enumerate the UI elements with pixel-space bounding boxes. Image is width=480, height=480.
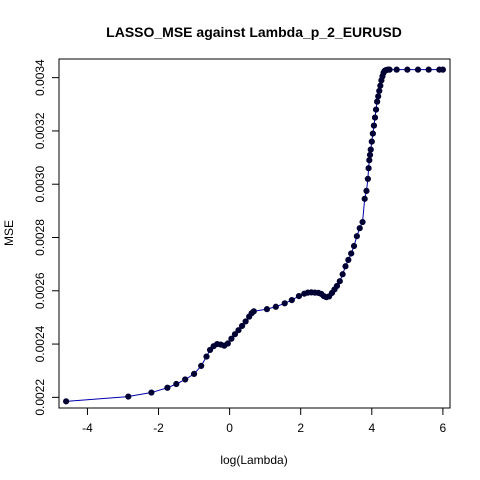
data-point: [342, 263, 349, 270]
data-point: [228, 335, 235, 342]
data-point: [288, 297, 295, 304]
data-point: [366, 157, 373, 164]
data-point: [439, 66, 446, 73]
chart-title: LASSO_MSE against Lambda_p_2_EURUSD: [106, 24, 402, 40]
data-point: [203, 353, 210, 360]
y-axis-label: MSE: [2, 220, 16, 246]
y-tick-label: 0.0030: [33, 166, 47, 203]
data-point: [375, 93, 382, 100]
y-axis: 0.0022 0.0024 0.0026 0.0028 0.0030 0.0032 0.00…: [33, 59, 60, 416]
y-tick-label: 0.0028: [33, 219, 47, 256]
plot-frame: [58, 58, 451, 409]
data-point: [369, 130, 376, 137]
x-axis: -4 -2 0 2 4 6: [82, 407, 447, 435]
x-tick-label: -2: [153, 421, 164, 435]
data-point: [376, 87, 383, 95]
data-point: [345, 256, 352, 263]
y-tick-label: 0.0026: [33, 272, 47, 309]
data-point: [235, 327, 242, 334]
data-point: [242, 318, 249, 325]
data-point: [238, 322, 246, 330]
data-point: [371, 114, 379, 121]
data-point: [363, 187, 370, 194]
data-points: [63, 66, 446, 405]
data-point: [148, 389, 155, 396]
data-point: [224, 340, 231, 347]
data-point: [353, 233, 360, 240]
data-point: [263, 306, 271, 313]
data-point: [281, 300, 288, 307]
x-tick-label: 2: [297, 421, 304, 435]
data-point: [359, 218, 366, 226]
data-point: [173, 380, 180, 388]
y-tick-label: 0.0022: [33, 379, 47, 416]
data-point: [339, 271, 346, 278]
data-point: [393, 66, 400, 73]
data-point: [190, 370, 198, 377]
data-point: [368, 138, 375, 145]
data-point: [374, 98, 381, 105]
data-point: [366, 151, 374, 159]
data-point: [295, 293, 303, 300]
y-tick-label: 0.0034: [33, 59, 47, 96]
data-point: [386, 66, 393, 73]
data-point: [370, 122, 378, 129]
data-point: [206, 346, 214, 354]
y-tick-label: 0.0032: [33, 112, 47, 149]
x-tick-label: 0: [226, 421, 233, 435]
data-point: [198, 362, 205, 370]
data-point: [125, 393, 132, 400]
data-point: [361, 195, 368, 202]
data-point: [250, 308, 257, 315]
data-point: [377, 82, 384, 89]
x-axis-label: log(Lambda): [220, 453, 287, 467]
data-point: [425, 66, 432, 73]
data-point: [365, 165, 372, 172]
data-point: [404, 66, 411, 73]
x-tick-label: 6: [440, 421, 447, 435]
data-point: [372, 106, 380, 113]
data-point: [356, 225, 363, 232]
data-point: [350, 242, 358, 250]
data-point: [336, 278, 343, 285]
data-point: [333, 282, 341, 290]
data-point: [231, 331, 239, 338]
data-point: [272, 303, 279, 310]
x-tick-label: 4: [368, 421, 375, 435]
series-line: [66, 69, 443, 402]
x-tick-label: -4: [82, 421, 93, 435]
data-point: [164, 384, 171, 391]
data-point: [63, 398, 70, 405]
data-point: [364, 175, 371, 182]
data-point: [367, 146, 374, 153]
data-point: [348, 250, 355, 257]
data-point: [414, 66, 422, 73]
y-tick-label: 0.0024: [33, 325, 47, 362]
data-point: [182, 376, 189, 383]
